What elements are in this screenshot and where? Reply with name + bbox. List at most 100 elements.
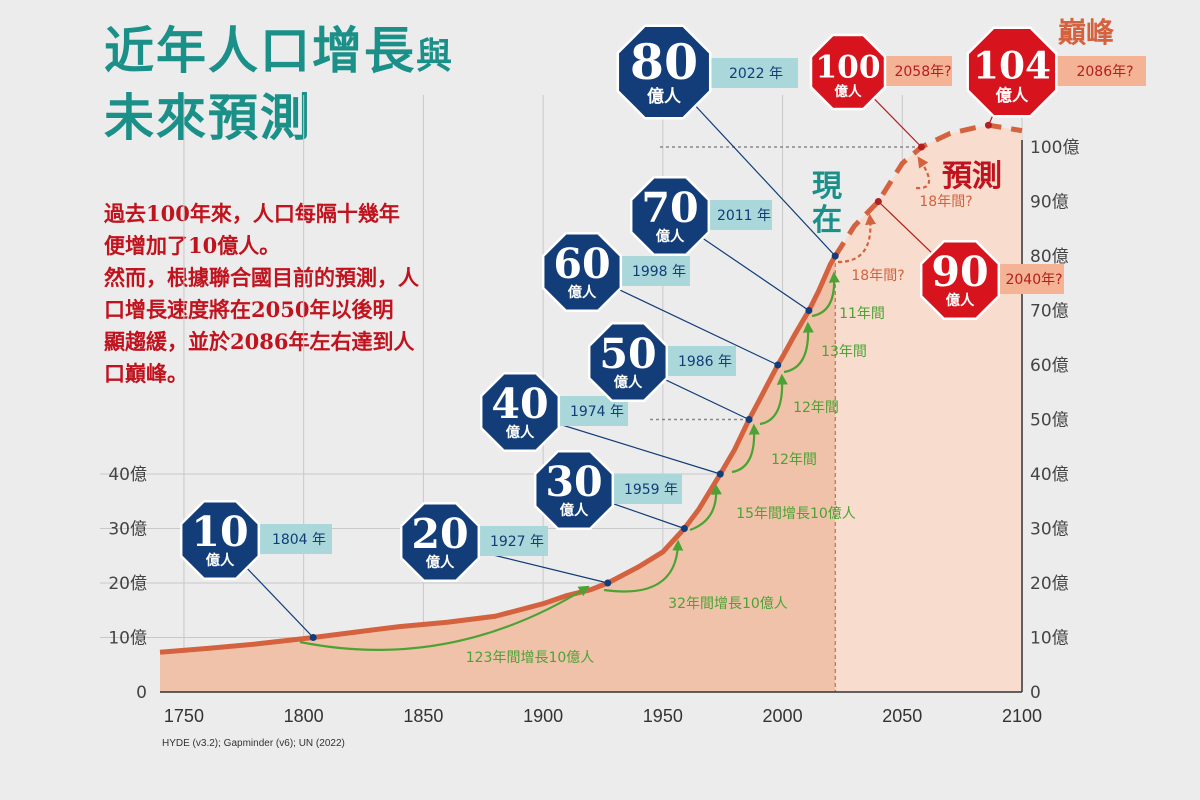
milestone-value: 50 [599,329,656,378]
milestone-dot [716,470,724,478]
milestone-dot [917,143,925,151]
year-box [478,526,548,556]
milestone-callout: 1804 年 10億人 [179,499,332,641]
year-label: 1974 年 [570,404,624,420]
y-tick-label-right: 20億 [1030,574,1069,594]
y-tick-label-right: 80億 [1030,247,1069,267]
year-box [666,346,736,376]
y-tick-label-right: 10億 [1030,629,1069,649]
octagon-badge [399,501,481,583]
milestone-callout: 1927 年 20 億人 [399,501,612,587]
year-box [708,200,772,230]
x-tick-label: 1800 [284,706,324,726]
interval-label: 123年間增長10億人 [466,650,595,666]
unit-label: 億人 [834,83,862,100]
y-tick-label-right: 90億 [1030,193,1069,213]
y-tick-label-right: 60億 [1030,356,1069,376]
title-line-1-main: 近年人口增長 [104,21,416,80]
interval-arrow [837,213,877,264]
octagon-badge [479,371,561,453]
y-tick-label-right: 30億 [1030,520,1069,540]
y-tick-label-right: 40億 [1030,465,1069,485]
year-label: 1986 年 [678,354,732,370]
year-label: 2058年? [894,64,951,80]
x-tick-label: 2100 [1002,706,1042,726]
octagon-badge [533,449,615,531]
annotations: 現在 預測 巔峰 [812,16,1114,238]
milestone-dot [805,307,813,314]
now-label: 現 [812,169,842,204]
interval-label: 12年間 [771,452,817,468]
y-tick-label-right: 0 [1030,683,1041,703]
year-label: 1927 年 [490,534,544,550]
source-note: HYDE (v3.2); Gapminder (v6); UN (2022) [162,738,345,749]
title-line-1: 近年人口增長與 [104,20,454,87]
y-tick-label-right: 50億 [1030,411,1069,431]
x-tick-label: 1850 [403,706,443,726]
interval-arrow [811,271,840,318]
unit-label: 億人 [946,291,975,309]
interval-arrows: 123年間增長10億人 32年間增長10億人 15年間增長10億人 12年間 12年間 1… [299,156,973,666]
unit-label: 億人 [656,227,685,245]
octagon-badge [809,33,887,111]
y-tick-label-right: 70億 [1030,302,1069,322]
unit-label: 億人 [614,373,643,391]
milestone-value: 30 [545,457,602,506]
y-tick-label-left: 20億 [108,574,147,594]
year-label: 1804 年 [272,532,326,548]
octagon-badge [966,26,1058,118]
interval-arrow [915,156,931,190]
milestone-value: 70 [641,183,698,232]
x-tick-label: 1950 [643,706,683,726]
interval-label: 13年間 [821,344,867,360]
page-title: 近年人口增長與 未來預測 [104,20,454,149]
year-box [996,264,1064,294]
milestone-dot [874,198,882,205]
x-tick-label: 2000 [763,706,803,726]
description: 過去100年來，人口每隔十幾年 便增加了10億人。 然而，根據聯合國目前的預測，… [104,198,476,390]
peak-label: 巔峰 [1058,16,1114,49]
unit-label: 億人 [560,501,589,519]
octagon-badge [629,175,711,257]
octagon-badge [179,499,261,581]
octagon-badge [541,231,623,313]
milestone-dot [680,525,688,532]
projection-area [835,125,1022,692]
year-label: 1959 年 [624,482,678,498]
year-box [258,524,332,554]
octagon-badge [587,321,669,403]
x-tick-label: 1900 [523,706,563,726]
description-line: 口增長速度將在2050年以後明 [104,297,394,322]
milestone-value: 80 [630,33,698,91]
description-line: 口巔峰。 [104,361,188,386]
unit-label: 億人 [996,86,1029,105]
interval-arrow [603,539,684,593]
interval-label: 18年間? [919,194,972,210]
interval-label: 12年間 [793,400,839,416]
year-label: 2086年? [1076,64,1133,80]
year-box [706,58,798,88]
milestone-value: 60 [553,239,610,288]
year-label: 2011 年 [717,208,771,224]
year-box [1056,56,1146,86]
unit-label: 億人 [647,86,682,107]
year-label: 2022 年 [729,66,783,82]
y-tick-label-right: 100億 [1030,138,1079,158]
interval-arrow [689,483,722,532]
milestone-value: 20 [411,509,468,558]
description-line: 過去100年來，人口每隔十幾年 [104,201,400,226]
axes: 1750 1800 1850 1900 1950 2000 2050 2100010億20億3… [108,138,1079,726]
interval-label: 32年間增長10億人 [668,596,788,612]
interval-label: 11年間 [839,306,885,322]
milestone-dot [745,416,753,423]
interval-arrow [759,373,788,426]
